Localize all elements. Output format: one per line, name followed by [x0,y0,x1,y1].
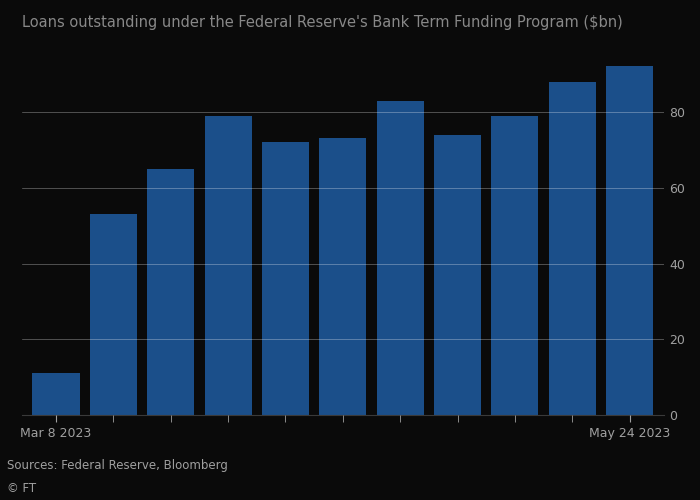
Bar [204,116,251,415]
Text: Loans outstanding under the Federal Reserve's Bank Term Funding Program ($bn): Loans outstanding under the Federal Rese… [22,15,622,30]
Text: © FT: © FT [7,482,36,495]
Bar [90,214,137,415]
Bar [491,116,538,415]
Bar [434,134,481,415]
Text: Sources: Federal Reserve, Bloomberg: Sources: Federal Reserve, Bloomberg [7,460,228,472]
Bar [147,169,195,415]
Bar [262,142,309,415]
Bar [319,138,366,415]
Bar [377,100,424,415]
Bar [32,374,80,415]
Bar [549,82,596,415]
Bar [606,66,653,415]
